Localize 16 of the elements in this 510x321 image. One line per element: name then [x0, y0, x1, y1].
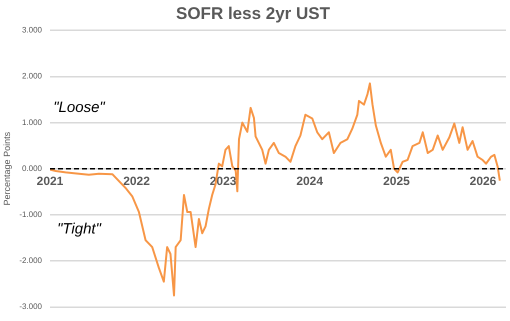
x-tick-label: 2024 — [296, 174, 324, 188]
y-tick-label: 2.000 — [22, 72, 43, 81]
y-tick-label: -1.000 — [19, 210, 43, 220]
annotation: "Loose" — [53, 99, 106, 116]
y-tick-label: 3.000 — [22, 26, 43, 35]
y-tick-label: 0.000 — [22, 164, 43, 173]
x-tick-label: 2021 — [36, 174, 64, 188]
y-tick-label: 1.000 — [22, 118, 43, 127]
chart-title: SOFR less 2yr UST — [176, 4, 331, 23]
x-tick-label: 2022 — [123, 174, 150, 188]
y-tick-label: -3.000 — [19, 302, 43, 312]
annotation: "Tight" — [57, 220, 102, 238]
y-tick-label: -2.000 — [19, 256, 43, 266]
x-tick-label: 2025 — [383, 174, 410, 188]
x-tick-label: 2026 — [470, 174, 497, 188]
y-axis-title: Percentage Points — [2, 131, 12, 206]
